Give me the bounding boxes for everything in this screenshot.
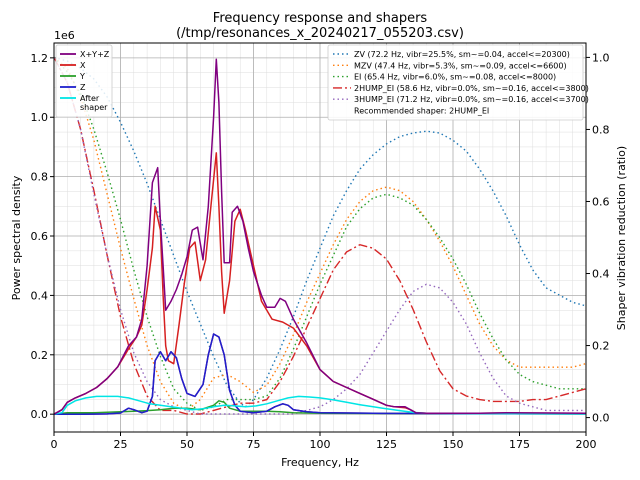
left-axis-scale-label: 1e6 (54, 29, 75, 42)
right-tick-label: 0.8 (592, 123, 610, 136)
shaper-curves (53, 56, 587, 415)
left-axis-label: Power spectral density (10, 175, 23, 300)
x-axis-ticks: 0 25 50 75 100 125 150 175 200 (51, 432, 597, 451)
right-tick-label: 0.2 (592, 340, 610, 353)
left-axis-ticks: 0.0 0.2 0.4 0.6 0.8 1.0 1.2 (31, 52, 54, 421)
left-tick-label: 0.8 (31, 171, 49, 184)
psd-series-line (54, 333, 587, 415)
x-tick-label: 75 (247, 438, 261, 451)
shaper-series-line (53, 56, 586, 412)
left-tick-label: 0.0 (31, 408, 49, 421)
right-tick-label: 0.4 (592, 268, 610, 281)
right-axis-label: Shaper vibration reduction (ratio) (615, 146, 628, 330)
legend-psd-box (55, 44, 113, 118)
shaper-series-line (53, 57, 587, 415)
legend-psd-label: Z (80, 83, 86, 92)
chart-title: Frequency response and shapers (213, 11, 428, 26)
left-tick-label: 0.6 (31, 230, 49, 243)
x-tick-label: 150 (443, 438, 464, 451)
x-tick-label: 200 (576, 438, 597, 451)
psd-series-line (53, 395, 587, 415)
x-tick-label: 175 (509, 438, 530, 451)
legend-psd-label: Y (79, 72, 85, 81)
right-tick-label: 0.0 (592, 412, 610, 425)
psd-series-line (53, 400, 587, 415)
legend-shaper-label: ZV (72.2 Hz, vibr=25.5%, sm~=0.04, accel… (354, 50, 570, 59)
legend-shaper-label: 3HUMP_EI (71.2 Hz, vibr=0.0%, sm~=0.16, … (354, 95, 589, 104)
legend-shaper-label: MZV (47.4 Hz, vibr=5.3%, sm~=0.09, accel… (354, 61, 567, 70)
right-axis-ticks: 0.0 0.2 0.4 0.6 0.8 1.0 (586, 51, 610, 425)
right-tick-label: 1.0 (592, 51, 610, 64)
x-tick-label: 125 (376, 438, 397, 451)
legend-psd-label: After (80, 94, 100, 103)
shaper-series-line (53, 56, 587, 412)
legend-psd-label: shaper (80, 103, 108, 112)
psd-series-line (53, 58, 587, 415)
psd-curves (53, 58, 587, 415)
x-tick-label: 0 (51, 438, 58, 451)
x-axis-label: Frequency, Hz (281, 456, 359, 469)
x-tick-label: 25 (114, 438, 128, 451)
legend-shaper-label: Recommended shaper: 2HUMP_EI (354, 107, 489, 116)
x-tick-label: 50 (180, 438, 194, 451)
left-tick-label: 1.0 (31, 111, 49, 124)
chart-subtitle: (/tmp/resonances_x_20240217_055203.csv) (176, 26, 464, 41)
legend-psd-label: X (80, 61, 86, 70)
left-tick-label: 0.2 (31, 349, 49, 362)
x-tick-label: 100 (310, 438, 331, 451)
legend-shapers-box (327, 44, 584, 121)
legend-psd-label: X+Y+Z (80, 50, 110, 59)
left-tick-label: 0.4 (31, 289, 49, 302)
legend-shaper-label: EI (65.4 Hz, vibr=6.0%, sm~=0.08, accel<… (354, 73, 556, 82)
legend-shaper-label: 2HUMP_EI (58.6 Hz, vibr=0.0%, sm~=0.16, … (354, 84, 589, 93)
left-tick-label: 1.2 (31, 52, 49, 65)
shaper-series-line (53, 56, 587, 408)
right-tick-label: 0.6 (592, 195, 610, 208)
legend-shapers: ZV (72.2 Hz, vibr=25.5%, sm~=0.04, accel… (327, 44, 589, 121)
